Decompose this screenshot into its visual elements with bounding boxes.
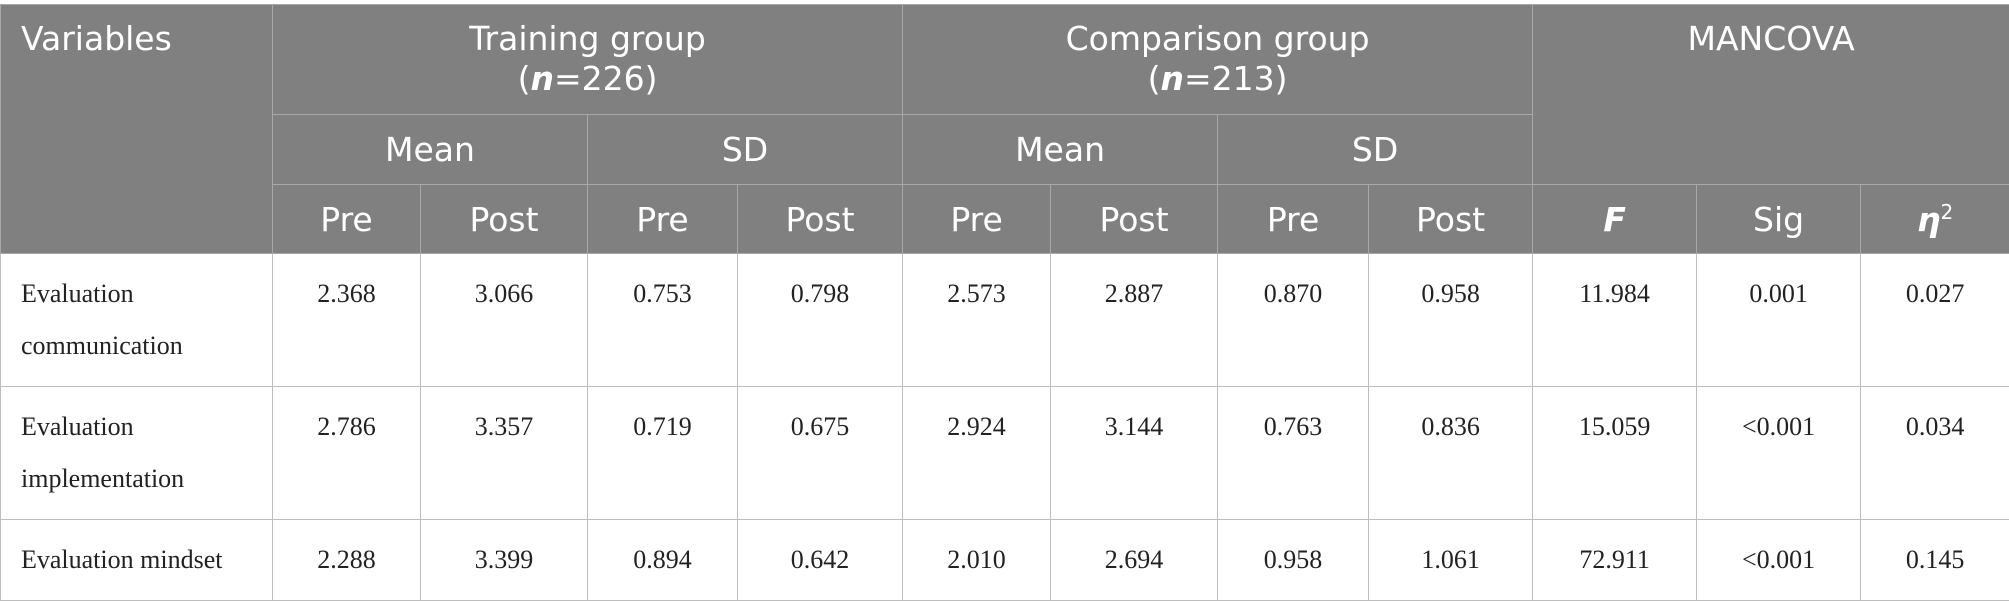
cell-value: 2.924 (903, 387, 1051, 520)
group-n-symbol: n (1161, 59, 1185, 98)
test-header: Sig (1697, 185, 1861, 254)
phase-header: Pre (273, 185, 421, 254)
eta-exponent: 2 (1940, 200, 1953, 224)
group-header: Comparison group(n=213) (903, 5, 1533, 115)
test-header: F (1533, 185, 1697, 254)
cell-value: 0.894 (588, 520, 738, 601)
cell-value: 3.399 (421, 520, 588, 601)
variable-name: Evaluation communication (1, 254, 273, 387)
cell-value: 0.145 (1861, 520, 2009, 601)
cell-value: 0.958 (1369, 254, 1533, 387)
test-label: F (1603, 200, 1626, 239)
variable-name: Evaluation implementation (1, 387, 273, 520)
cell-value: 0.027 (1861, 254, 2009, 387)
group-title: Training group (469, 19, 706, 58)
cell-value: 2.887 (1051, 254, 1218, 387)
cell-value: <0.001 (1697, 520, 1861, 601)
cell-value: 2.010 (903, 520, 1051, 601)
phase-header: Pre (1218, 185, 1369, 254)
group-title: Comparison group (1066, 19, 1370, 58)
stat-header: SD (1218, 115, 1533, 185)
cell-value: 0.642 (738, 520, 903, 601)
cell-value: 1.061 (1369, 520, 1533, 601)
stat-header: SD (588, 115, 903, 185)
cell-value: 72.911 (1533, 520, 1697, 601)
phase-header: Pre (588, 185, 738, 254)
cell-value: <0.001 (1697, 387, 1861, 520)
phase-header: Post (738, 185, 903, 254)
cell-value: 0.763 (1218, 387, 1369, 520)
cell-value: 0.798 (738, 254, 903, 387)
cell-value: 2.368 (273, 254, 421, 387)
test-label: Sig (1753, 200, 1804, 239)
group-n-open: ( (518, 59, 531, 98)
test-label: η (1917, 200, 1941, 239)
cell-value: 0.958 (1218, 520, 1369, 601)
group-n-value: =213) (1184, 59, 1288, 98)
cell-value: 0.001 (1697, 254, 1861, 387)
variable-name: Evaluation mindset (1, 520, 273, 601)
cell-value: 3.066 (421, 254, 588, 387)
cell-value: 0.034 (1861, 387, 2009, 520)
cell-value: 2.694 (1051, 520, 1218, 601)
group-n-value: =226) (554, 59, 658, 98)
test-header: η2 (1861, 185, 2009, 254)
cell-value: 0.836 (1369, 387, 1533, 520)
group-n-symbol: n (530, 59, 554, 98)
cell-value: 11.984 (1533, 254, 1697, 387)
cell-value: 0.719 (588, 387, 738, 520)
phase-header: Post (421, 185, 588, 254)
variables-header: Variables (1, 5, 273, 254)
cell-value: 3.144 (1051, 387, 1218, 520)
cell-value: 2.288 (273, 520, 421, 601)
cell-value: 3.357 (421, 387, 588, 520)
phase-header: Post (1051, 185, 1218, 254)
cell-value: 0.753 (588, 254, 738, 387)
cell-value: 0.675 (738, 387, 903, 520)
group-header: Training group(n=226) (273, 5, 903, 115)
cell-value: 15.059 (1533, 387, 1697, 520)
phase-header: Pre (903, 185, 1051, 254)
mancova-header: MANCOVA (1533, 5, 2009, 185)
cell-value: 2.786 (273, 387, 421, 520)
stat-header: Mean (273, 115, 588, 185)
phase-header: Post (1369, 185, 1533, 254)
stat-header: Mean (903, 115, 1218, 185)
cell-value: 0.870 (1218, 254, 1369, 387)
cell-value: 2.573 (903, 254, 1051, 387)
group-n-open: ( (1148, 59, 1161, 98)
